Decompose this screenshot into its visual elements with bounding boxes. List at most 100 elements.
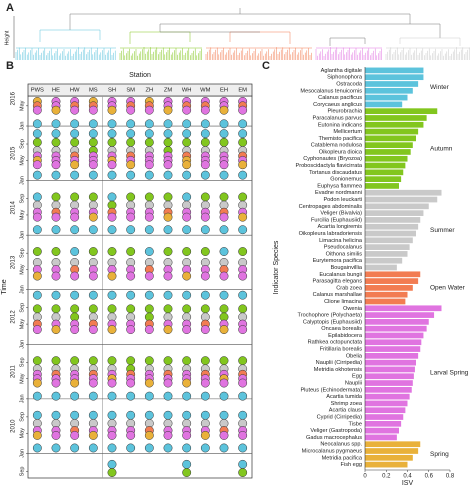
bar bbox=[365, 203, 429, 210]
y-tick-label: Veliger (Bivalvia) bbox=[320, 211, 362, 217]
y-tick-label: May bbox=[19, 155, 25, 166]
sample-dot bbox=[70, 170, 80, 180]
sample-dot bbox=[126, 430, 136, 440]
sample-dot bbox=[219, 325, 229, 335]
bar bbox=[365, 393, 410, 400]
bar bbox=[365, 366, 415, 373]
sample-dot bbox=[144, 290, 154, 300]
sample-dot bbox=[182, 247, 192, 256]
sample-dot bbox=[70, 160, 80, 170]
sample-dot bbox=[219, 160, 229, 170]
sample-dot bbox=[182, 410, 192, 420]
sample-dot bbox=[51, 271, 61, 281]
x-tick-label: PWS bbox=[31, 88, 44, 94]
sample-dot bbox=[200, 212, 210, 222]
bar bbox=[365, 434, 397, 441]
y-tick-label: Tisbe bbox=[349, 421, 362, 427]
y-tick-label: Calanus pacificus bbox=[318, 95, 362, 101]
sample-dot bbox=[144, 212, 154, 222]
x-tick-label: MS bbox=[89, 88, 98, 94]
group-label: Larval Spring bbox=[430, 370, 469, 377]
group-label: Spring bbox=[430, 451, 449, 458]
sample-dot bbox=[238, 119, 248, 129]
y-tick-label: Podon leuckarti bbox=[323, 197, 362, 203]
sample-dot bbox=[163, 212, 173, 222]
sample-dot bbox=[200, 192, 210, 202]
panel-letter: A bbox=[6, 2, 14, 14]
sample-dot bbox=[219, 443, 229, 453]
sample-dot bbox=[144, 225, 154, 235]
sample-dot bbox=[107, 119, 117, 129]
sample-dot bbox=[238, 325, 248, 335]
sample-dot bbox=[70, 378, 80, 388]
bar bbox=[365, 373, 414, 380]
sample-dot bbox=[51, 290, 61, 300]
sample-dot bbox=[144, 192, 154, 202]
sample-dot bbox=[88, 137, 98, 147]
sample-dot bbox=[200, 129, 210, 139]
sample-dot bbox=[126, 119, 136, 129]
bar bbox=[365, 176, 402, 182]
sample-dot bbox=[219, 304, 229, 314]
x-axis-title: Station bbox=[129, 72, 151, 79]
bar bbox=[365, 319, 429, 325]
y-tick-label: Oikopleura labradoriensis bbox=[299, 231, 363, 237]
sample-dot bbox=[126, 356, 136, 366]
sample-dot bbox=[219, 137, 229, 147]
sample-dot bbox=[238, 459, 248, 469]
sample-dot bbox=[107, 378, 117, 388]
bar bbox=[365, 353, 419, 359]
sample-dot bbox=[51, 410, 61, 420]
bar bbox=[365, 359, 416, 366]
sample-dot bbox=[51, 378, 61, 388]
sample-dot bbox=[182, 271, 192, 281]
sample-dot bbox=[163, 443, 173, 453]
bar bbox=[365, 386, 412, 393]
sample-dot bbox=[70, 410, 80, 420]
sample-dot bbox=[32, 410, 42, 420]
sample-dot bbox=[200, 119, 210, 129]
bar bbox=[365, 121, 424, 128]
y-tick-label: Acartia longiremis bbox=[318, 224, 363, 230]
sample-dot bbox=[200, 170, 210, 180]
group-label: Autumn bbox=[430, 145, 453, 152]
y-tick-label: Themisto pacifica bbox=[318, 136, 362, 142]
sample-dot bbox=[126, 290, 136, 300]
bar bbox=[365, 189, 442, 196]
bar bbox=[365, 210, 424, 216]
sample-dot bbox=[182, 119, 192, 129]
sample-dot bbox=[88, 325, 98, 335]
sample-dot bbox=[219, 271, 229, 281]
y-tick-label: Jan bbox=[19, 176, 25, 185]
x-tick-label: ZM bbox=[164, 88, 173, 94]
sample-dot bbox=[107, 247, 117, 256]
bar bbox=[365, 346, 421, 352]
y-tick-label: Jan bbox=[19, 449, 25, 458]
bar bbox=[365, 81, 419, 87]
strip-frame bbox=[27, 83, 253, 97]
sample-dot bbox=[32, 290, 42, 300]
sample-dot bbox=[107, 160, 117, 170]
sample-dot bbox=[51, 129, 61, 139]
bar bbox=[365, 285, 413, 291]
bar bbox=[365, 461, 408, 468]
sample-dot bbox=[238, 378, 248, 388]
bar bbox=[365, 325, 427, 332]
sample-dot bbox=[219, 119, 229, 129]
sample-dot bbox=[144, 247, 154, 256]
sample-dot bbox=[70, 430, 80, 440]
bar bbox=[365, 448, 419, 454]
sample-dot bbox=[70, 212, 80, 222]
sample-dot bbox=[32, 105, 42, 115]
y-tick-label: Metridia pacifica bbox=[322, 455, 363, 461]
sample-dot bbox=[107, 105, 117, 115]
sample-dot bbox=[200, 105, 210, 115]
sample-dot bbox=[126, 192, 136, 202]
y-tick-label: May bbox=[19, 373, 25, 384]
bar bbox=[365, 183, 399, 189]
sample-dot bbox=[51, 304, 61, 314]
x-tick-label: 0.4 bbox=[403, 474, 412, 480]
sample-dot bbox=[163, 290, 173, 300]
sample-dot bbox=[182, 160, 192, 170]
